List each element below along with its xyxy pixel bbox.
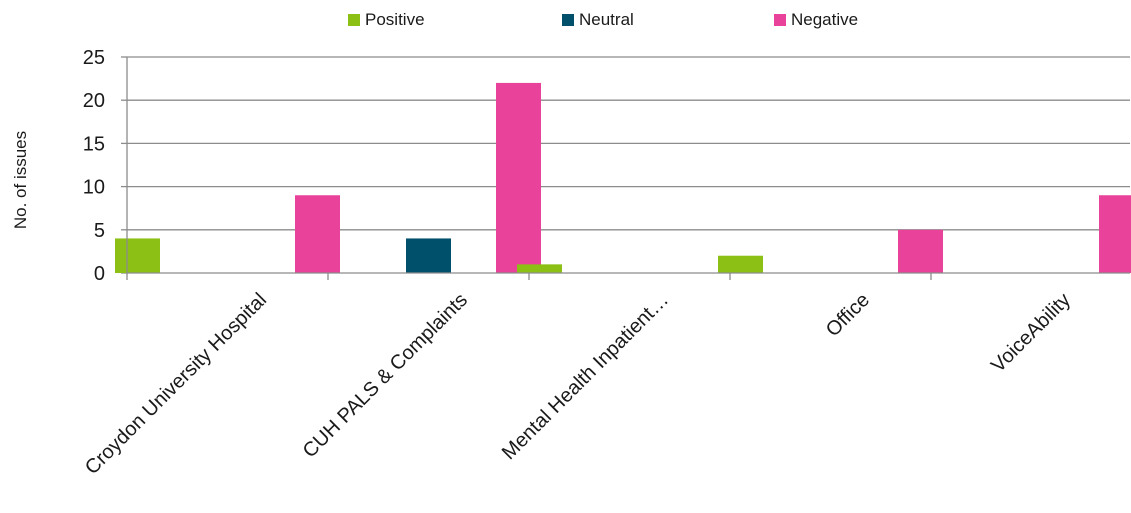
y-tick-label-5: 5 (94, 220, 105, 242)
x-axis-ticks: Croydon University Hospital CUH PALS & Co… (81, 273, 1075, 479)
legend-item-neutral: Neutral (562, 10, 634, 30)
y-axis-ticks: 0 5 10 15 20 25 (83, 47, 127, 285)
bar-neutral-cuh-pals-complaints (406, 238, 451, 273)
bar-negative-cuh-pals-complaints (496, 82, 541, 273)
legend-label-neutral: Neutral (579, 10, 634, 29)
x-tick-label-office: Office (822, 289, 874, 341)
y-tick-label-20: 20 (83, 90, 105, 112)
x-tick-label-mental-health-inpatient: Mental Health Inpatient… (498, 289, 673, 464)
bar-negative-croydon-university-hospital (295, 195, 340, 273)
y-tick-label-0: 0 (94, 263, 105, 285)
legend-swatch-neutral (562, 14, 574, 26)
x-tick-label-cuh-pals-complaints: CUH PALS & Complaints (299, 289, 472, 462)
x-tick-label-croydon-university-hospital: Croydon University Hospital (81, 289, 271, 479)
legend-label-positive: Positive (365, 10, 425, 29)
bar-negative-voiceability (1099, 195, 1131, 273)
x-tick-label-voiceability: VoiceAbility (987, 289, 1075, 377)
gridlines (127, 56, 1130, 231)
bar-positive-croydon-university-hospital (115, 238, 160, 273)
y-tick-label-10: 10 (83, 177, 105, 199)
y-tick-label-15: 15 (83, 133, 105, 155)
bar-positive-office (718, 255, 763, 273)
legend-item-positive: Positive (348, 10, 425, 30)
bars (115, 82, 1131, 273)
bar-negative-office (898, 229, 943, 273)
y-tick-label-25: 25 (83, 47, 105, 69)
bar-positive-mental-health-inpatient (517, 264, 562, 273)
legend-item-negative: Negative (774, 10, 858, 30)
legend-swatch-positive (348, 14, 360, 26)
x-axis (126, 57, 1130, 274)
legend-swatch-negative (774, 14, 786, 26)
legend-label-negative: Negative (791, 10, 859, 29)
legend: Positive Neutral Negative (0, 10, 1131, 34)
